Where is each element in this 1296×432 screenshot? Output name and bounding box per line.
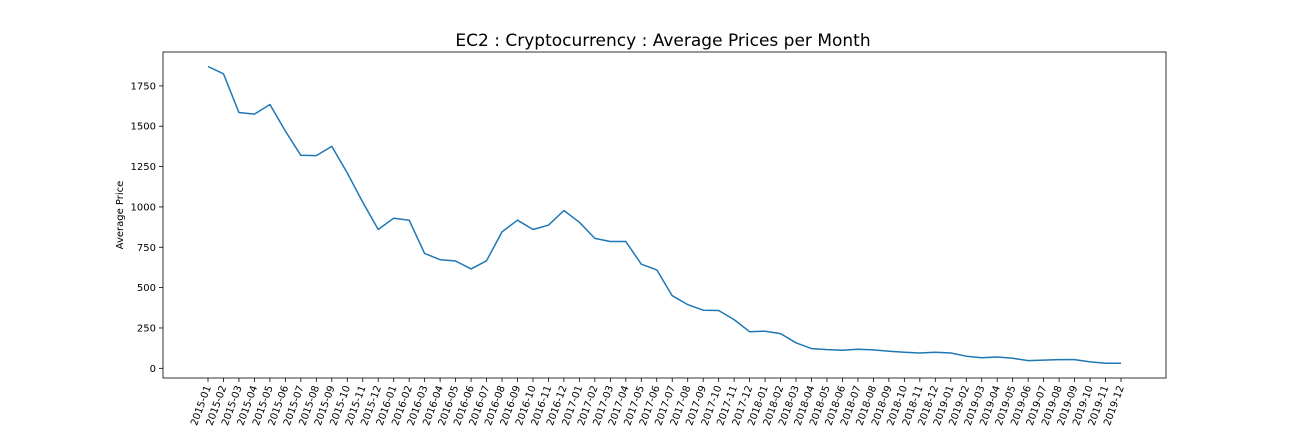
plot-area: 025050075010001250150017502015-012015-02… bbox=[131, 51, 1167, 427]
y-tick-label: 500 bbox=[137, 283, 156, 294]
plot-frame bbox=[162, 51, 1167, 379]
y-tick-label: 0 bbox=[150, 364, 156, 375]
y-tick-label: 1000 bbox=[131, 202, 156, 213]
chart-title: EC2 : Cryptocurrency : Average Prices pe… bbox=[455, 31, 870, 51]
y-tick-label: 1500 bbox=[131, 122, 156, 133]
y-tick-label: 1250 bbox=[131, 162, 156, 173]
series-line bbox=[207, 65, 1121, 364]
y-axis-label: Average Price bbox=[115, 181, 126, 250]
y-tick-label: 250 bbox=[137, 323, 156, 334]
y-tick-label: 1750 bbox=[131, 81, 156, 92]
y-tick-label: 750 bbox=[137, 243, 156, 254]
